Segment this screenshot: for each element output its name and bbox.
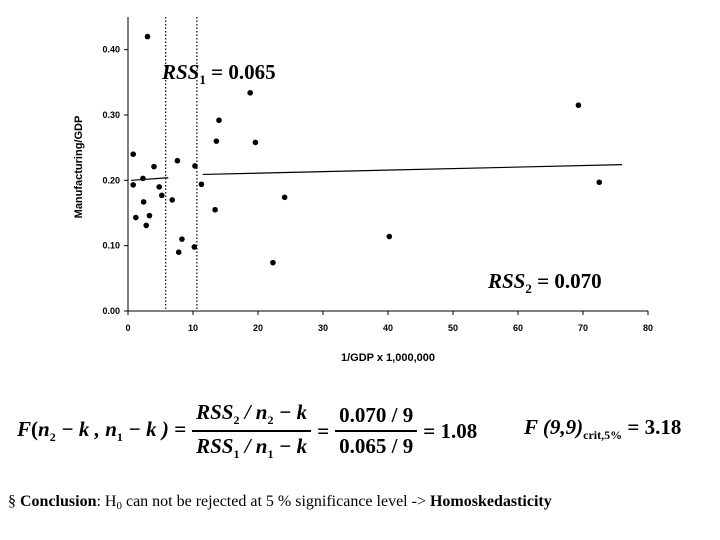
data-point <box>151 163 157 170</box>
f-test-formula: F(n2 − k , n1 − k ) = RSS2 / n2 − k RSS1… <box>14 400 480 462</box>
data-point <box>146 212 153 219</box>
x-axis-title: 1/GDP x 1,000,000 <box>341 352 435 364</box>
f-result: = 1.08 <box>423 418 478 443</box>
data-point <box>179 236 185 242</box>
tick-labels: 0 10 20 30 40 50 60 70 80 0.00 0.10 0.20 0.30 0.40 <box>102 45 653 333</box>
regression-line <box>131 177 169 181</box>
scatter-chart: 0 10 20 30 40 50 60 70 80 0.00 0.10 0.20 0.30 0.40 1/… <box>73 17 653 364</box>
numeric-fraction: 0.070 / 9 0.065 / 9 <box>335 403 418 459</box>
y-tick-label: 0.30 <box>102 110 120 120</box>
data-point <box>191 244 198 250</box>
y-tick-label: 0.00 <box>102 306 120 316</box>
x-tick-label: 30 <box>318 323 328 333</box>
bullet-icon: § <box>8 493 16 510</box>
conclusion-line: § Conclusion: H0 can not be rejected at … <box>8 493 552 512</box>
homoskedasticity-label: Homoskedasticity <box>429 493 552 510</box>
data-point <box>143 222 149 229</box>
x-tick-label: 0 <box>125 323 130 333</box>
conclusion-label: Conclusion <box>20 493 97 510</box>
data-point <box>133 214 139 221</box>
f-lhs: F(n2 − k , n1 − k ) = <box>17 417 187 444</box>
data-point <box>156 184 162 190</box>
x-tick-label: 20 <box>253 323 263 333</box>
x-tick-label: 40 <box>383 323 393 333</box>
regression-line <box>202 164 623 176</box>
x-tick-label: 70 <box>578 323 588 333</box>
data-point <box>596 179 603 186</box>
data-point <box>175 249 182 255</box>
data-point <box>270 259 276 266</box>
data-point <box>213 138 220 144</box>
rss1-annotation: RSS1 = 0.065 <box>161 60 276 87</box>
rss-ratio-fraction: RSS2 / n2 − k RSS1 / n1 − k <box>192 400 312 462</box>
x-tick-label: 60 <box>513 323 523 333</box>
data-point <box>130 151 136 157</box>
regression-lines <box>131 164 623 181</box>
data-point <box>198 181 205 188</box>
y-axis-title: Manufacturing/GDP <box>73 116 85 219</box>
x-tick-label: 50 <box>448 323 458 333</box>
data-point <box>144 33 151 40</box>
data-point <box>174 157 181 164</box>
data-point <box>281 194 288 201</box>
f-critical-value: F (9,9)crit,5% = 3.18 <box>524 415 682 442</box>
x-tick-label: 10 <box>188 323 198 333</box>
data-point <box>247 89 253 96</box>
data-point <box>159 192 165 199</box>
x-tick-label: 80 <box>643 323 653 333</box>
y-tick-label: 0.10 <box>102 241 120 251</box>
data-point <box>192 163 198 169</box>
data-point <box>575 102 582 108</box>
data-point <box>252 139 259 146</box>
data-point <box>140 175 146 182</box>
y-tick-label: 0.40 <box>102 45 120 55</box>
data-point <box>130 182 136 188</box>
data-points <box>130 33 603 266</box>
data-point <box>140 199 147 205</box>
data-point <box>169 197 175 203</box>
data-point <box>212 206 218 213</box>
chart-axes <box>124 17 649 315</box>
data-point <box>386 233 393 240</box>
equals-sign: = <box>317 418 330 443</box>
rss2-annotation: RSS2 = 0.070 <box>487 269 602 296</box>
data-point <box>216 117 222 124</box>
y-tick-label: 0.20 <box>102 175 120 185</box>
